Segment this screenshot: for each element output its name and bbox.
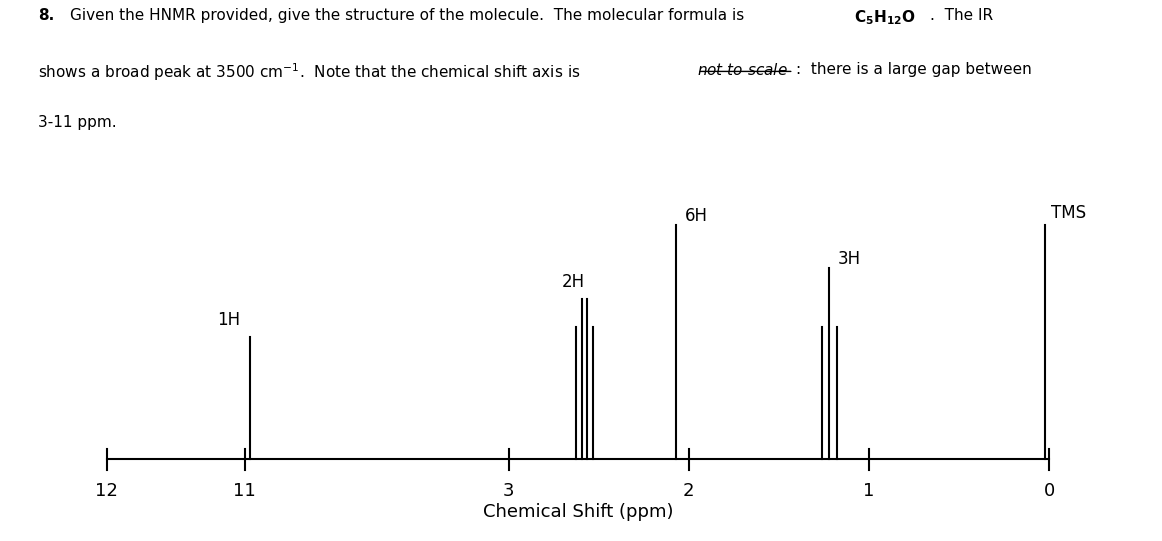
Text: 2: 2 <box>683 483 695 500</box>
Text: 3-11 ppm.: 3-11 ppm. <box>38 115 117 130</box>
Text: Given the HNMR provided, give the structure of the molecule.  The molecular form: Given the HNMR provided, give the struct… <box>70 8 748 23</box>
Text: 2H: 2H <box>562 273 586 291</box>
Text: :  there is a large gap between: : there is a large gap between <box>796 62 1032 77</box>
Text: 1: 1 <box>863 483 875 500</box>
Text: TMS: TMS <box>1052 204 1086 222</box>
Text: $\it{not\ to\ scale}$: $\it{not\ to\ scale}$ <box>697 62 788 78</box>
Text: $\mathbf{C_5H_{12}O}$: $\mathbf{C_5H_{12}O}$ <box>854 8 916 27</box>
Text: 11: 11 <box>234 483 256 500</box>
Text: shows a broad peak at 3500 cm$^{-1}$.  Note that the chemical shift axis is: shows a broad peak at 3500 cm$^{-1}$. No… <box>38 62 581 83</box>
Text: 3H: 3H <box>838 250 861 268</box>
Text: .  The IR: . The IR <box>930 8 992 23</box>
Text: 12: 12 <box>95 483 119 500</box>
Text: 6H: 6H <box>684 207 708 225</box>
Text: 0: 0 <box>1043 483 1055 500</box>
Text: 1H: 1H <box>217 312 239 329</box>
Text: 3: 3 <box>503 483 515 500</box>
Text: Chemical Shift (ppm): Chemical Shift (ppm) <box>482 503 673 521</box>
Text: 8.: 8. <box>38 8 55 23</box>
